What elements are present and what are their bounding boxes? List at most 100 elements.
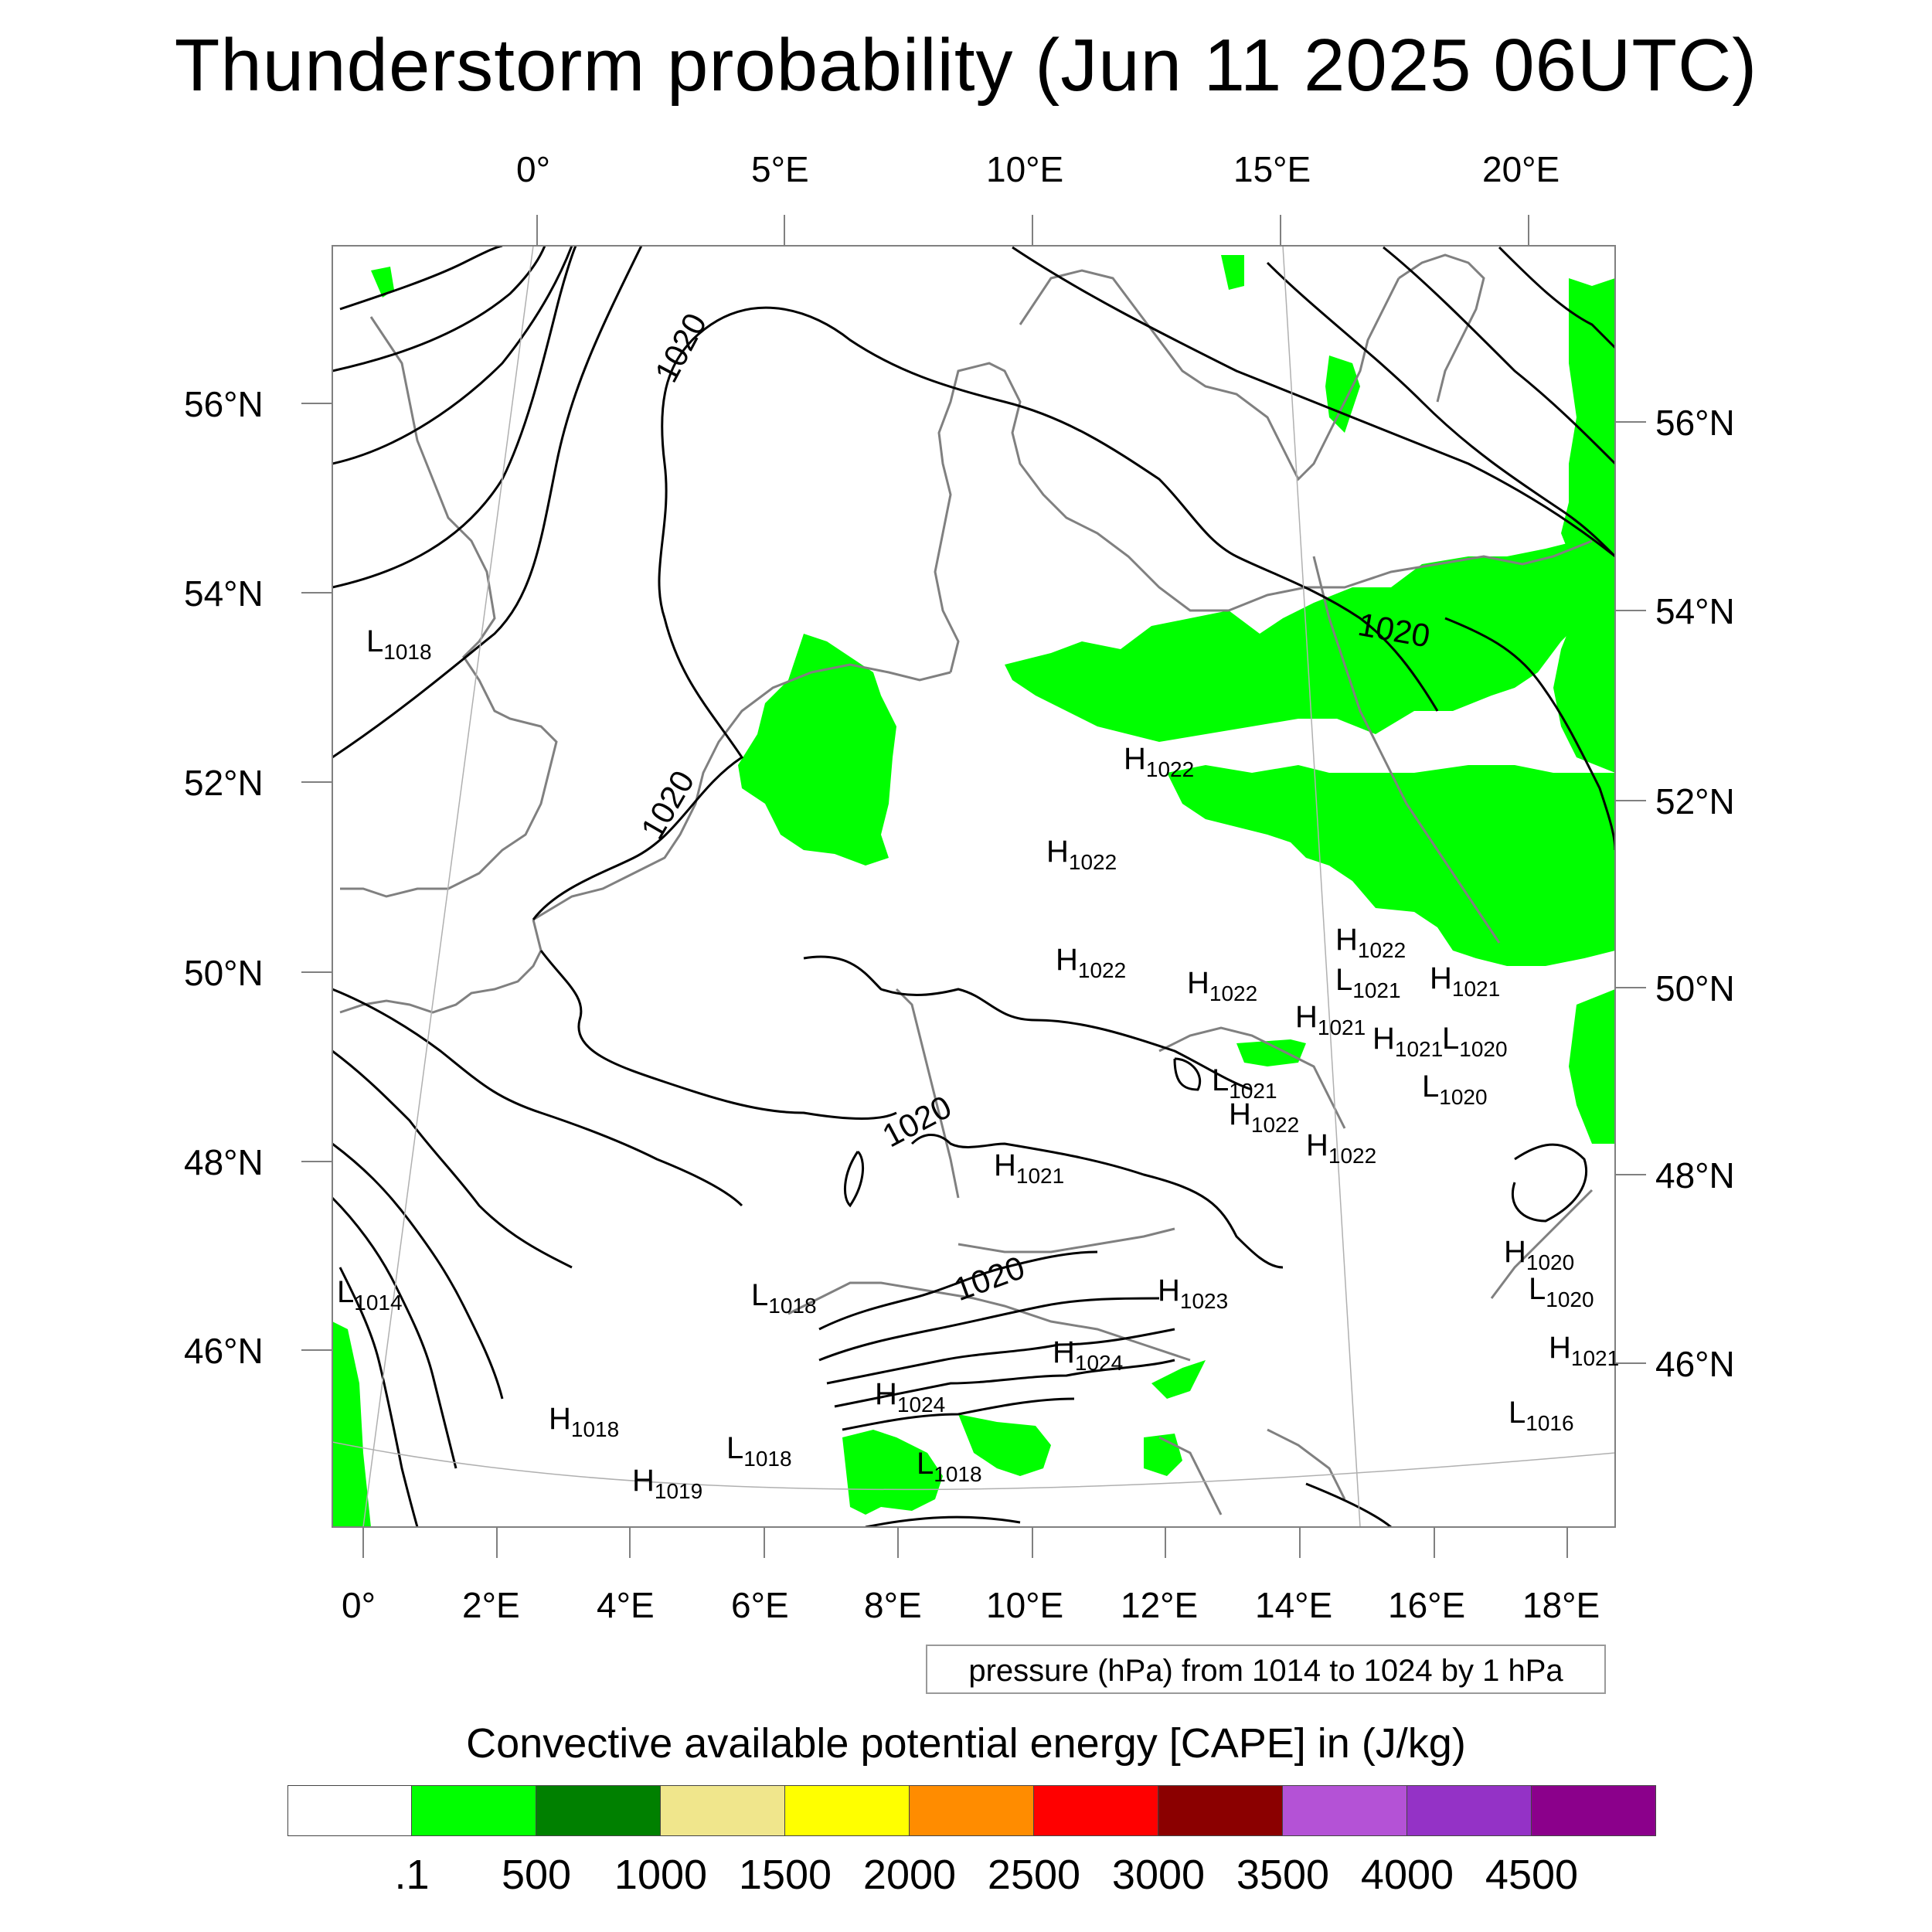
pressure-center-high: H1022	[1335, 923, 1406, 963]
pressure-center-high: H1021	[1430, 961, 1500, 1002]
pressure-center-high: H1022	[1046, 835, 1117, 875]
pressure-center-high: H1018	[549, 1402, 619, 1442]
isobar-east-4	[1012, 246, 1615, 558]
isobar-1020-south	[539, 950, 897, 1120]
coast-benelux	[532, 663, 951, 921]
graticule-meridian-0	[362, 246, 534, 1527]
border-pl	[1312, 556, 1501, 944]
left-lat-label: 54°N	[184, 573, 264, 614]
colorbar-tick-label: 2500	[987, 1852, 1081, 1898]
pressure-center-letter: H	[1187, 966, 1209, 1000]
pressure-center-low: L1018	[917, 1447, 982, 1487]
pressure-center-high: H1024	[875, 1377, 945, 1417]
pressure-center-high: H1022	[1124, 742, 1194, 782]
pressure-center-letter: H	[994, 1148, 1016, 1182]
pressure-center-letter: H	[1053, 1335, 1075, 1369]
border-east	[1490, 1189, 1594, 1299]
isobar-1015	[338, 1267, 419, 1527]
bottom-lon-label: 6°E	[731, 1585, 789, 1625]
pressure-center-value: 1022	[1357, 938, 1406, 962]
graticule-meridian-15	[1282, 246, 1361, 1527]
pressure-center-low: L1021	[1212, 1063, 1277, 1104]
pressure-center-value: 1024	[896, 1393, 946, 1417]
isobar-3	[332, 246, 573, 465]
left-lat-label: 56°N	[184, 384, 264, 424]
isobar-alps-1	[818, 1250, 1098, 1331]
border-fr-de	[895, 988, 960, 1199]
bottom-lon-label: 8°E	[864, 1585, 922, 1625]
colorbar-swatch	[1407, 1785, 1532, 1836]
pressure-center-letter: L	[1442, 1022, 1460, 1056]
pressure-center-letter: L	[366, 624, 384, 658]
pressure-center-letter: L	[917, 1447, 934, 1481]
cape-area-czech	[1236, 1039, 1306, 1066]
pressure-center-letter: L	[1212, 1063, 1230, 1097]
isobar-1	[339, 246, 503, 311]
colorbar-tick-label: 4500	[1485, 1852, 1579, 1898]
isobar-1016	[332, 1196, 457, 1469]
pressure-center-value: 1020	[1546, 1287, 1594, 1311]
isobar-east-6	[1511, 1143, 1588, 1223]
cape-area-alps-south	[842, 1430, 943, 1515]
pressure-center-value: 1021	[1229, 1079, 1277, 1103]
isobar-east-5	[1444, 617, 1615, 851]
colorbar-swatch	[910, 1785, 1034, 1836]
pressure-center-value: 1022	[1068, 850, 1117, 874]
pressure-center-letter: H	[549, 1402, 571, 1436]
bottom-lon-label: 0°	[342, 1585, 376, 1625]
pressure-center-letter: L	[726, 1431, 744, 1465]
border-alps	[787, 1281, 1191, 1362]
isobar-1020-main	[532, 306, 1439, 920]
pressure-center-letter: H	[1158, 1274, 1180, 1308]
colorbar-swatch	[785, 1785, 910, 1836]
pressure-center-value: 1019	[654, 1479, 703, 1503]
pressure-center-value: 1021	[1352, 978, 1401, 1002]
coast-france-channel	[339, 919, 543, 1014]
pressure-center-value: 1022	[1250, 1113, 1300, 1137]
pressure-center-letter: L	[1422, 1070, 1440, 1104]
right-lat-label: 56°N	[1655, 403, 1735, 443]
cape-area-slovenia	[1151, 1360, 1206, 1399]
pressure-center-value: 1022	[1209, 981, 1258, 1005]
isobar-east-3	[1266, 261, 1615, 558]
pressure-center-value: 1018	[743, 1447, 792, 1471]
pressure-center-letter: H	[1372, 1022, 1395, 1056]
isobar-2	[332, 246, 546, 372]
cape-area-scotland	[371, 267, 394, 298]
pressure-center-letter: H	[1504, 1235, 1526, 1269]
pressure-center-value: 1022	[1077, 958, 1127, 982]
pressure-center-low: L1018	[366, 624, 432, 665]
left-lat-label: 46°N	[184, 1331, 264, 1371]
cape-area-france-west	[332, 1321, 371, 1527]
isobar-alps-3	[826, 1328, 1175, 1385]
colorbar-swatch	[661, 1785, 785, 1836]
bottom-lon-label: 16°E	[1388, 1585, 1466, 1625]
bottom-lon-label: 4°E	[597, 1585, 655, 1625]
colorbar-tick-label: 3500	[1236, 1852, 1330, 1898]
left-lat-label: 48°N	[184, 1142, 264, 1182]
isobar-4	[332, 246, 577, 589]
pressure-center-letter: H	[1056, 943, 1078, 977]
pressure-center-value: 1021	[1570, 1346, 1620, 1370]
pressure-center-value: 1022	[1328, 1144, 1377, 1168]
pressure-center-high: H1021	[994, 1148, 1064, 1189]
cape-area-central	[1167, 765, 1615, 966]
pressure-center-low: L1020	[1442, 1022, 1508, 1062]
bottom-lon-label: 10°E	[986, 1585, 1064, 1625]
isobar-1020-west	[910, 1133, 1284, 1269]
map-title: Thunderstorm probability (Jun 11 2025 06…	[174, 24, 1758, 107]
isobar-alps-5	[842, 1397, 1075, 1431]
colorbar-tick-label: 500	[501, 1852, 572, 1898]
top-lon-label: 15°E	[1233, 149, 1311, 189]
border-de-at	[957, 1227, 1175, 1253]
top-lon-label: 5°E	[751, 149, 809, 189]
pressure-center-letter: L	[1529, 1272, 1546, 1306]
pressure-center-high: H1023	[1158, 1274, 1228, 1314]
colorbar-swatch	[1034, 1785, 1158, 1836]
coast-adriatic	[1158, 1436, 1223, 1515]
isobars	[332, 246, 1615, 1527]
cape-area-germany-north	[1005, 533, 1600, 742]
isobar-east-1	[1498, 246, 1615, 349]
pressure-center-low: L1020	[1422, 1070, 1488, 1110]
